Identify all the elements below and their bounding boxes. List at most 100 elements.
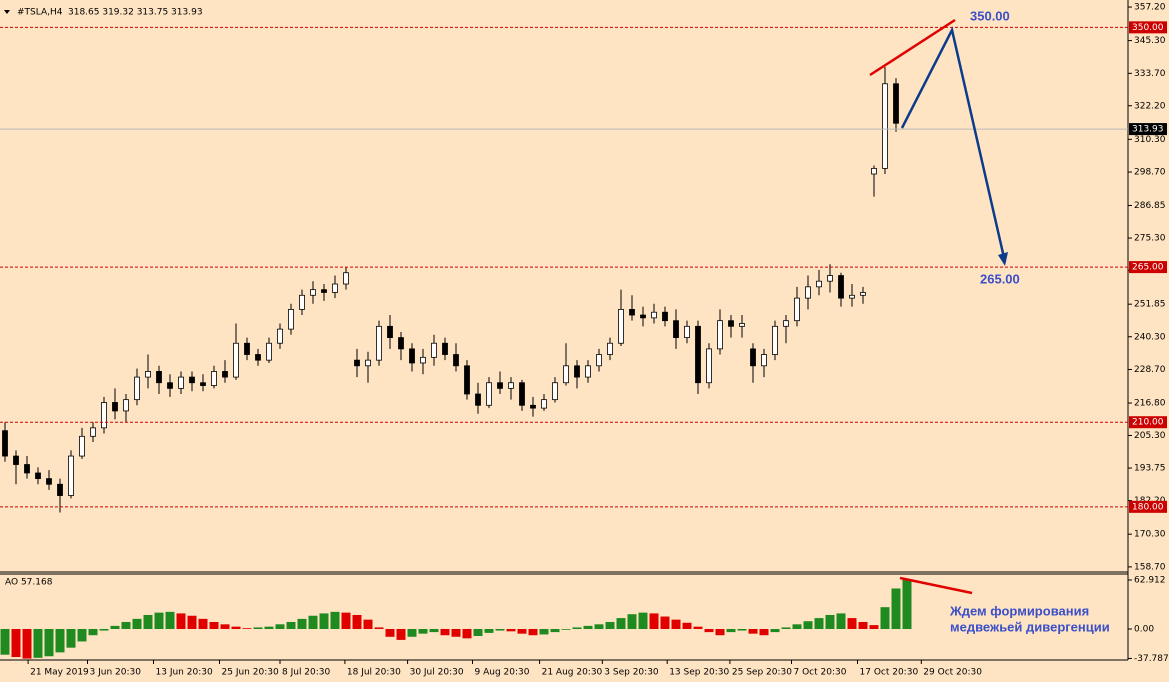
ao-bar <box>506 628 516 632</box>
level-label: 265.00 <box>1132 263 1164 273</box>
candle-body <box>112 402 118 412</box>
y-tick-label: 333.70 <box>1134 69 1166 79</box>
ao-bar <box>308 615 318 629</box>
candle-body <box>838 275 844 299</box>
ao-bar <box>187 615 197 629</box>
chart-subtitle: 318.65 319.32 313.75 313.93 <box>68 8 203 18</box>
candle-body <box>530 404 536 409</box>
ao-bar <box>44 628 54 657</box>
ao-bar <box>396 628 406 640</box>
arrow-head <box>998 252 1008 266</box>
x-tick-label: 3 Sep 20:30 <box>604 668 659 678</box>
candle-body <box>156 371 162 384</box>
menu-arrow <box>4 10 10 14</box>
chart-title: #TSLA,H4 <box>17 8 63 18</box>
candle-body <box>332 283 338 293</box>
candle-body <box>145 371 151 378</box>
candle-body <box>695 325 701 384</box>
current-price-box <box>1129 123 1167 136</box>
ao-bar <box>748 628 758 634</box>
candle-body <box>805 286 811 299</box>
ao-bar <box>110 625 120 629</box>
candle-body <box>24 464 30 474</box>
ao-bar <box>440 628 450 636</box>
annotation: Ждем формирования <box>949 603 1089 618</box>
candle-body <box>211 371 217 386</box>
ao-bar <box>726 628 736 633</box>
ao-bar <box>220 624 230 629</box>
ao-bar <box>473 628 483 637</box>
y-tick-label: 251.85 <box>1134 300 1166 310</box>
ao-bar <box>649 613 659 629</box>
ao-bar <box>88 628 98 636</box>
ao-bar <box>242 628 252 629</box>
ao-bar <box>77 628 87 642</box>
ao-bar <box>528 628 538 636</box>
ao-bar <box>0 628 10 655</box>
ao-bar <box>836 613 846 629</box>
x-tick-label: 21 Aug 20:30 <box>542 668 603 678</box>
ao-bar <box>352 614 362 629</box>
candle-body <box>178 376 184 389</box>
x-tick-label: 3 Jun 20:30 <box>90 668 142 678</box>
ao-bar <box>297 618 307 629</box>
ao-bar <box>319 613 329 629</box>
forecast-path <box>900 26 1007 263</box>
candle-body <box>79 435 85 457</box>
candle-body <box>222 371 228 378</box>
ao-bar <box>539 628 549 635</box>
ao-bar <box>143 614 153 629</box>
ao-bar <box>792 624 802 629</box>
y-tick-label: 275.30 <box>1134 234 1166 244</box>
ao-bar <box>660 616 670 629</box>
ao-bar <box>385 628 395 637</box>
annotation: медвежьей дивергенции <box>950 619 1110 634</box>
ao-bar <box>781 627 791 629</box>
ao-bar <box>814 618 824 629</box>
ao-bar <box>517 628 527 634</box>
ao-bar <box>891 588 901 629</box>
ao-bar <box>462 628 472 639</box>
ao-bar <box>264 626 274 629</box>
candle-body <box>299 294 305 310</box>
y-tick-label: 345.30 <box>1134 36 1166 46</box>
ao-bar <box>825 614 835 629</box>
candle-body <box>123 399 129 412</box>
candle-body <box>387 325 393 339</box>
candle-body <box>860 292 866 296</box>
ao-bar <box>99 628 109 631</box>
candle-body <box>464 365 470 395</box>
ao-bar <box>418 628 428 634</box>
ao-bar <box>858 621 868 629</box>
candle-body <box>354 359 360 367</box>
ao-bar <box>704 628 714 633</box>
candle-body <box>662 311 668 322</box>
y-tick-label: 286.85 <box>1134 201 1166 211</box>
candle-body <box>167 382 173 389</box>
candle-body <box>574 365 580 378</box>
ao-bar <box>231 626 241 629</box>
candle-body <box>629 308 635 316</box>
candle-body <box>596 354 602 367</box>
candle-body <box>728 320 734 327</box>
candle-body <box>651 311 657 319</box>
ao-bar <box>341 612 351 629</box>
candle-body <box>761 354 767 367</box>
ao-bar <box>561 628 571 630</box>
x-tick-label: 13 Sep 20:30 <box>669 668 729 678</box>
ao-bar <box>715 628 725 636</box>
candle-body <box>519 382 525 406</box>
candle-body <box>783 320 789 327</box>
candle-body <box>640 314 646 319</box>
candle-body <box>739 323 745 327</box>
y-tick-label: 228.70 <box>1134 365 1166 375</box>
ao-bar <box>33 628 43 658</box>
candle-body <box>849 294 855 299</box>
y-tick-label: 0.00 <box>1134 624 1154 634</box>
ao-bar <box>869 625 879 629</box>
candle-body <box>244 342 250 355</box>
level-label: 180.00 <box>1132 502 1164 512</box>
ao-bar <box>253 627 263 629</box>
ao-bar <box>209 621 219 629</box>
